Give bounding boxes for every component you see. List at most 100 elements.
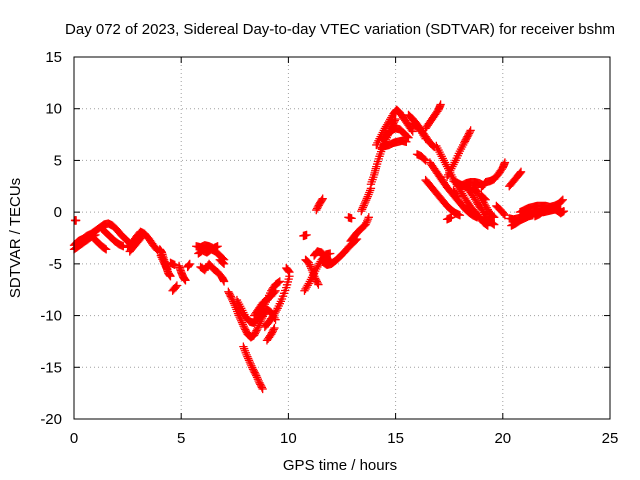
grid-lines <box>74 57 610 419</box>
data-point <box>420 155 429 164</box>
data-point <box>163 264 172 274</box>
x-tick-label: 0 <box>70 430 78 447</box>
data-point <box>464 130 473 140</box>
data-point <box>248 365 258 374</box>
data-point <box>240 323 249 333</box>
y-axis-label: SDTVAR / TECUs <box>7 178 24 298</box>
data-point <box>452 190 461 200</box>
data-point <box>499 209 509 219</box>
data-point <box>225 290 235 300</box>
y-tick-label: -10 <box>40 308 62 325</box>
data-point <box>268 326 278 336</box>
data-point <box>270 323 279 333</box>
data-point <box>490 220 499 229</box>
y-tick-label: -5 <box>49 256 62 273</box>
data-point <box>464 129 474 138</box>
data-point <box>407 125 416 135</box>
data-point <box>271 286 280 295</box>
data-point <box>461 135 470 144</box>
plot-frame <box>73 56 611 420</box>
data-point <box>251 327 260 337</box>
y-tick-label: 5 <box>54 152 62 169</box>
data-point <box>267 328 277 337</box>
data-point <box>250 368 259 377</box>
data-point <box>313 202 323 212</box>
data-point <box>465 127 474 137</box>
data-point <box>249 331 259 340</box>
data-point <box>489 212 498 221</box>
data-point <box>500 158 510 167</box>
data-point <box>463 132 472 141</box>
data-point <box>453 192 462 201</box>
data-point <box>138 231 147 241</box>
data-point <box>224 287 233 296</box>
data-point <box>256 380 265 389</box>
data-point <box>312 277 321 286</box>
data-series <box>69 100 569 394</box>
data-point <box>171 282 180 292</box>
x-tick-label: 15 <box>387 430 404 447</box>
data-point <box>489 219 498 228</box>
x-tick-label: 10 <box>280 430 297 447</box>
data-point <box>274 278 283 287</box>
data-point <box>218 258 228 267</box>
y-tick-label: 10 <box>45 101 62 118</box>
data-point <box>313 278 322 288</box>
y-tick-label: 15 <box>45 49 62 66</box>
data-point <box>318 194 327 203</box>
data-point <box>302 230 311 240</box>
data-point <box>421 134 430 143</box>
data-point <box>226 292 235 301</box>
data-point <box>421 156 430 165</box>
data-point <box>312 204 322 213</box>
data-point <box>516 168 525 177</box>
data-point <box>255 378 264 387</box>
data-point <box>250 329 260 338</box>
data-point <box>317 195 327 205</box>
data-point <box>102 245 111 254</box>
data-point <box>256 381 266 391</box>
data-point <box>480 194 489 203</box>
data-point <box>402 137 411 146</box>
data-point <box>269 325 278 334</box>
data-point <box>462 134 471 143</box>
data-point <box>185 259 194 269</box>
data-point <box>403 132 412 141</box>
data-point <box>516 167 526 176</box>
tick-labels: 0 5 10 15 20 25 -20 -15 -10 -5 0 5 10 15 <box>40 49 618 447</box>
data-point <box>258 384 267 394</box>
data-point <box>241 325 250 334</box>
data-point <box>257 383 267 392</box>
x-axis-label: GPS time / hours <box>283 457 397 474</box>
axis-ticks <box>73 56 611 420</box>
data-point <box>213 242 222 251</box>
data-point <box>500 211 510 220</box>
data-point <box>347 214 356 223</box>
data-point <box>557 196 566 205</box>
data-point <box>481 195 490 204</box>
data-point <box>251 369 260 379</box>
data-point <box>267 330 276 339</box>
data-point <box>455 211 465 220</box>
data-point <box>558 195 567 204</box>
data-point <box>225 289 234 298</box>
data-point <box>314 280 323 289</box>
data-point <box>460 137 470 146</box>
data-point <box>460 138 469 147</box>
data-point <box>162 263 171 272</box>
data-point <box>252 326 261 335</box>
data-point <box>137 233 146 242</box>
data-point <box>364 213 373 222</box>
data-point <box>219 277 229 286</box>
data-point <box>482 220 491 229</box>
data-point <box>161 261 170 271</box>
y-tick-label: -15 <box>40 359 62 376</box>
data-point <box>436 100 445 109</box>
data-point <box>490 213 499 222</box>
data-point <box>312 205 321 215</box>
y-tick-label: -20 <box>40 411 62 428</box>
y-tick-label: 0 <box>54 204 62 221</box>
x-tick-label: 20 <box>494 430 511 447</box>
x-tick-label: 5 <box>177 430 185 447</box>
